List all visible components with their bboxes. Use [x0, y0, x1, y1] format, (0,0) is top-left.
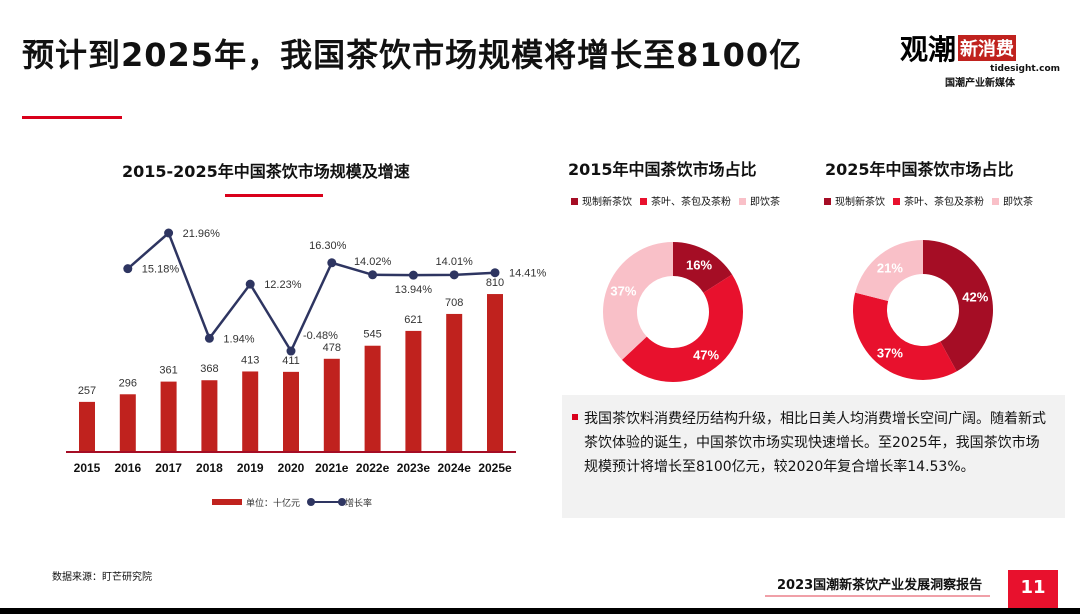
growth-label: 15.18%	[142, 264, 180, 276]
slice-label: 42%	[962, 290, 988, 305]
growth-point	[123, 264, 133, 274]
slice-label: 37%	[610, 284, 636, 299]
bar-label: 478	[323, 342, 341, 354]
bar	[405, 330, 422, 452]
logo: 观潮 新消费 tidesight.com 国潮产业新媒体	[900, 28, 1060, 89]
x-tick-label: 2025e	[478, 461, 512, 475]
growth-line	[126, 230, 496, 354]
growth-point	[408, 270, 418, 280]
bar	[323, 358, 340, 452]
logo-url: tidesight.com	[990, 64, 1060, 74]
donut-slice	[673, 242, 733, 293]
bar	[446, 313, 463, 452]
legend-line-label: 增长率	[345, 497, 372, 508]
legend-item: 茶叶、茶包及茶粉	[640, 193, 731, 208]
legend-item: 即饮茶	[992, 193, 1033, 208]
donut-slice	[923, 240, 993, 372]
bar-label: 810	[486, 277, 504, 289]
page-number: 11	[1008, 570, 1058, 610]
legend-line-marker	[307, 498, 315, 506]
growth-point	[204, 333, 214, 343]
bar-label: 621	[404, 314, 422, 326]
data-source: 数据来源：盯芒研究院	[52, 572, 152, 583]
legend-item: 现制新茶饮	[824, 193, 885, 208]
growth-point	[449, 270, 459, 280]
growth-point	[490, 268, 500, 278]
slice-label: 47%	[693, 348, 719, 363]
summary-box: 我国茶饮料消费经历结构升级，相比日美人均消费增长空间广阔。随着新式茶饮体验的诞生…	[562, 395, 1065, 518]
bullet-icon	[572, 414, 578, 420]
growth-label: -0.48%	[303, 330, 338, 342]
pie-2025-title: 2025年中国茶饮市场占比	[825, 160, 1014, 179]
pie-2025-legend: 现制新茶饮 茶叶、茶包及茶粉 即饮茶	[824, 193, 1033, 208]
x-tick-label: 2017	[155, 461, 182, 475]
legend-item: 即饮茶	[739, 193, 780, 208]
bar-chart-title: 2015-2025年中国茶饮市场规模及增速	[122, 162, 410, 181]
x-tick-label: 2019	[237, 461, 264, 475]
x-tick-label: 2018	[196, 461, 223, 475]
bar-label: 257	[78, 385, 96, 397]
x-tick-label: 2020	[278, 461, 305, 475]
growth-label: 21.96%	[183, 228, 221, 240]
bar-label: 411	[282, 355, 300, 367]
legend-bar-label: 单位：十亿元	[246, 497, 300, 508]
growth-label: 13.94%	[395, 284, 433, 296]
bar-label: 413	[241, 354, 259, 366]
growth-label: 14.01%	[436, 256, 474, 268]
page-title: 预计到2025年，我国茶饮市场规模将增长至8100亿	[22, 36, 803, 74]
x-tick-label: 2023e	[397, 461, 431, 475]
report-name: 2023国潮新茶饮产业发展洞察报告	[765, 574, 991, 597]
growth-point	[245, 279, 255, 289]
logo-tagline: 国潮产业新媒体	[945, 78, 1015, 89]
pie-2015-title: 2015年中国茶饮市场占比	[568, 160, 757, 179]
legend-line-marker	[338, 498, 346, 506]
bar	[79, 401, 95, 452]
bar-label: 708	[445, 297, 463, 309]
growth-point	[286, 346, 296, 356]
legend-item: 现制新茶饮	[571, 193, 632, 208]
bottom-bar	[0, 608, 1080, 614]
bar-line-chart: 257 2015 296 2016 361 2017 368 2018 413 2019 411 20…	[66, 228, 547, 508]
growth-label: 1.94%	[223, 333, 254, 345]
slice-label: 37%	[877, 346, 903, 361]
donut-charts: 16% 47% 37% 42% 37% 21%	[602, 239, 993, 383]
donut-slice	[855, 239, 923, 302]
bar	[160, 381, 177, 452]
bar	[119, 394, 136, 452]
bar	[487, 294, 503, 452]
growth-point	[164, 228, 174, 238]
bar-label: 361	[159, 365, 177, 377]
x-tick-label: 2016	[114, 461, 141, 475]
slice-label: 21%	[877, 260, 903, 275]
donut-slice	[602, 242, 673, 360]
legend-bar-swatch	[212, 499, 242, 505]
bar	[201, 380, 218, 452]
pie-2015-legend: 现制新茶饮 茶叶、茶包及茶粉 即饮茶	[571, 193, 780, 208]
growth-label: 12.23%	[264, 279, 302, 291]
growth-label: 14.02%	[354, 256, 392, 268]
slice-label: 16%	[686, 258, 712, 273]
growth-point	[368, 270, 378, 280]
x-tick-label: 2015	[74, 461, 101, 475]
chart-title-underline	[225, 194, 323, 197]
growth-point	[327, 258, 337, 268]
donut-slice	[852, 292, 957, 381]
growth-label: 16.30%	[309, 240, 347, 252]
logo-text: 观潮	[900, 33, 957, 66]
bar	[283, 371, 299, 452]
bar	[364, 345, 381, 452]
x-tick-label: 2021e	[315, 461, 349, 475]
bar	[242, 371, 259, 452]
x-tick-label: 2022e	[356, 461, 390, 475]
legend-item: 茶叶、茶包及茶粉	[893, 193, 984, 208]
bar-label: 368	[200, 363, 218, 375]
summary-text: 我国茶饮料消费经历结构升级，相比日美人均消费增长空间广阔。随着新式茶饮体验的诞生…	[584, 411, 1046, 475]
title-underline	[22, 116, 122, 119]
x-tick-label: 2024e	[438, 461, 472, 475]
growth-label: 14.41%	[509, 268, 547, 280]
donut-slice	[621, 274, 744, 383]
bar-label: 545	[363, 329, 381, 341]
bar-label: 296	[119, 377, 137, 389]
